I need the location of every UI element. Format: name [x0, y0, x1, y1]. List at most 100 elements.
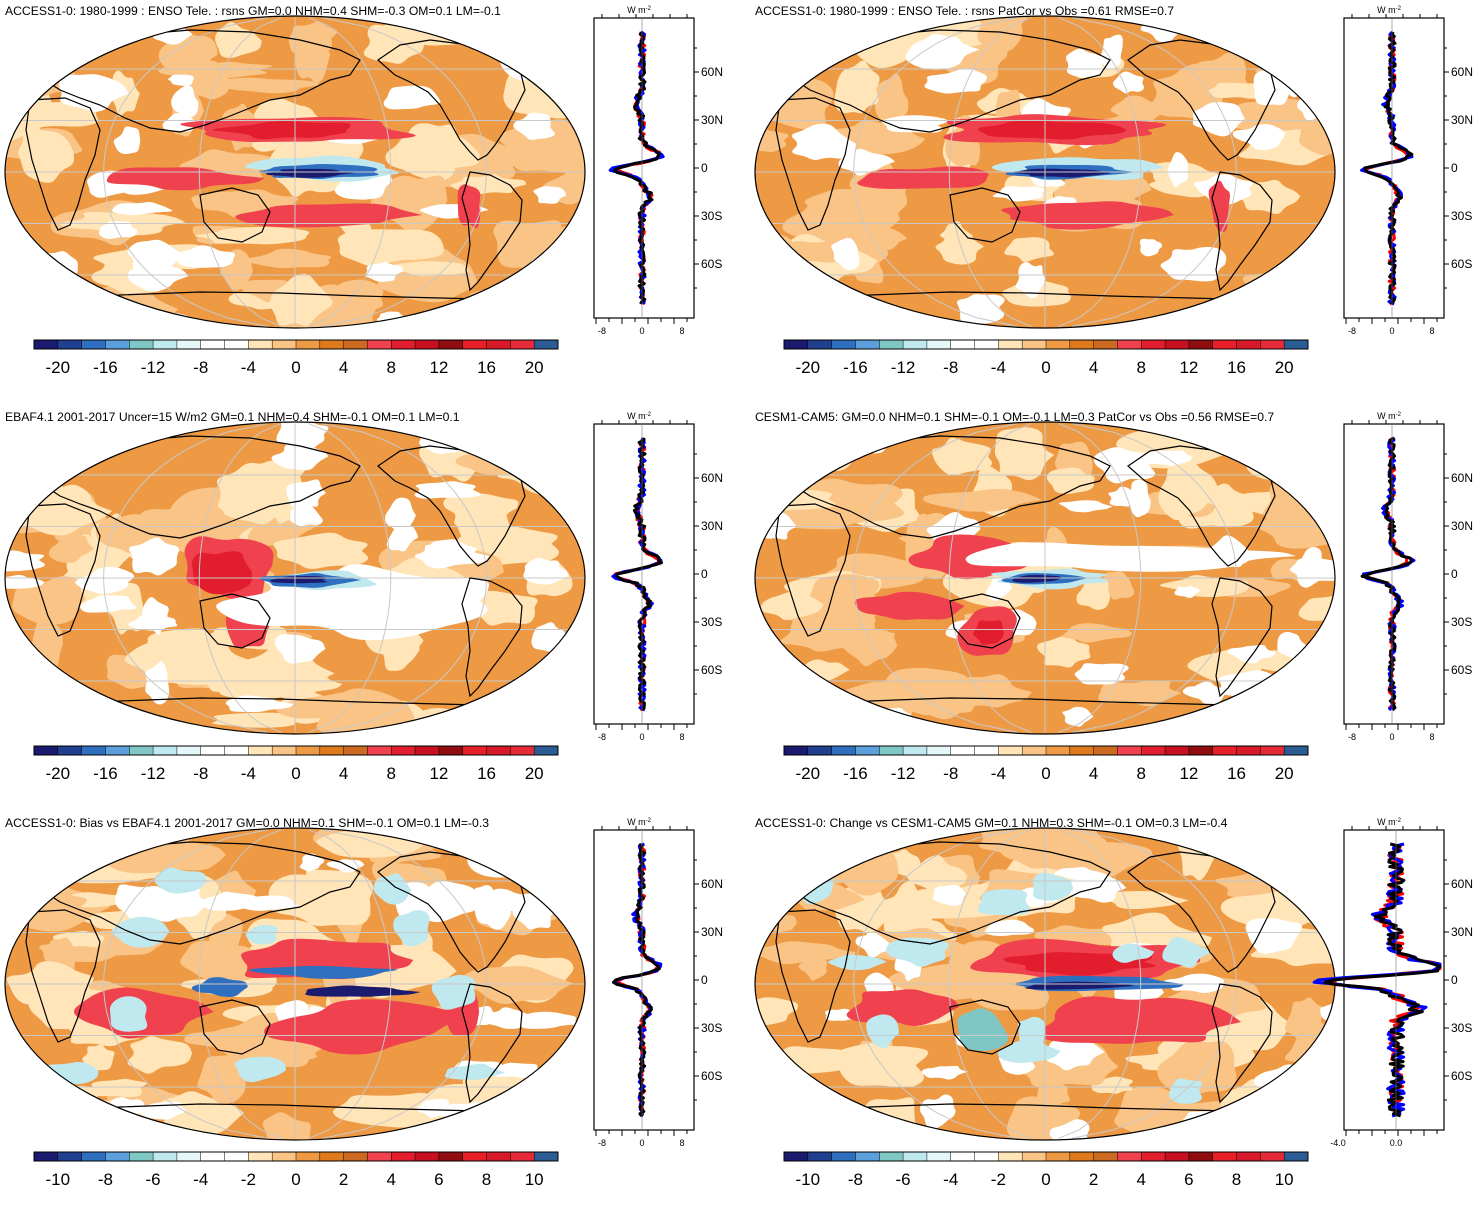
colorbar-tick-label: 0: [291, 764, 300, 783]
colorbar-tick-label: 8: [1232, 1170, 1241, 1189]
lat-label: 30N: [701, 519, 723, 533]
map-panel-p1: ACCESS1-0: 1980-1999 : ENSO Tele. : rsns…: [0, 0, 733, 406]
colorbar-tick-label: -2: [991, 1170, 1006, 1189]
colorbar-tick-label: 0: [1041, 764, 1050, 783]
lat-label: 0: [701, 567, 708, 581]
colorbar-tick-label: 12: [429, 358, 448, 377]
lat-label: 60S: [1451, 663, 1472, 677]
colorbar-tick-label: -8: [848, 1170, 863, 1189]
zonal-x-tick: -8: [1348, 326, 1356, 336]
zonal-unit: W m-2: [627, 817, 651, 827]
colorbar-tick-label: 20: [1275, 358, 1294, 377]
zonal-x-tick: 0: [1389, 326, 1394, 336]
lat-label: 60N: [701, 877, 723, 891]
colorbar: -20 -16 -12 -8 -4 0 4 8 12 16 20: [33, 745, 559, 783]
colorbar-tick-label: -6: [146, 1170, 161, 1189]
colorbar-tick-label: -4: [991, 358, 1006, 377]
colorbar-tick-label: 8: [387, 764, 396, 783]
zonal-x-tick: -4.0: [1330, 1138, 1346, 1148]
zonal-x-tick: 0: [639, 1138, 644, 1148]
zonal-mean-plot: W m-2 60N 30N 0 30S 60S -4.0 0.0: [1312, 817, 1473, 1148]
colorbar-tick-label: -12: [891, 358, 916, 377]
lat-label: 0: [1451, 567, 1458, 581]
lat-label: 30N: [1451, 925, 1473, 939]
colorbar-tick-label: -4: [241, 358, 256, 377]
zonal-x-tick: 8: [1429, 326, 1434, 336]
colorbar-tick-label: -20: [796, 358, 821, 377]
lat-label: 0: [1451, 161, 1458, 175]
zonal-unit: W m-2: [1377, 411, 1401, 421]
map-svg: -20 -16 -12 -8 -4 0 4 8 12 16 20 W m-2 60N 30N 0 30S 60S…: [4, 411, 723, 783]
lat-label: 30S: [1451, 615, 1472, 629]
zonal-x-tick: 8: [679, 732, 684, 742]
panel-title: CESM1-CAM5: GM=0.0 NHM=0.1 SHM=-0.1 OM=-…: [755, 410, 1275, 424]
colorbar-tick-label: -20: [796, 764, 821, 783]
colorbar-tick-label: -6: [896, 1170, 911, 1189]
colorbar-tick-label: -8: [193, 358, 208, 377]
lat-label: 60N: [1451, 471, 1473, 485]
zonal-unit: W m-2: [1377, 817, 1401, 827]
map-svg: -20 -16 -12 -8 -4 0 4 8 12 16 20 W m-2 60N 30N 0 30S 60S…: [754, 411, 1473, 783]
colorbar-tick-label: 4: [1137, 1170, 1146, 1189]
colorbar-tick-label: 4: [387, 1170, 396, 1189]
colorbar-tick-label: -12: [141, 358, 166, 377]
colorbar-tick-label: 8: [1137, 358, 1146, 377]
colorbar-tick-label: -10: [46, 1170, 71, 1189]
zonal-mean-plot: W m-2 60N 30N 0 30S 60S -8 0 8: [1343, 411, 1473, 742]
colorbar-tick-label: -20: [46, 358, 71, 377]
lat-label: 30N: [701, 113, 723, 127]
colorbar-tick-label: -4: [991, 764, 1006, 783]
colorbar: -20 -16 -12 -8 -4 0 4 8 12 16 20: [783, 339, 1309, 377]
colorbar: -10 -8 -6 -4 -2 0 2 4 6 8 10: [33, 1151, 559, 1189]
zonal-x-tick: -8: [598, 326, 606, 336]
map-svg: -10 -8 -6 -4 -2 0 2 4 6 8 10 W m-2 60N 30N 0 30S 60S -4.0…: [754, 817, 1473, 1189]
lat-label: 0: [701, 973, 708, 987]
colorbar-tick-label: 10: [525, 1170, 544, 1189]
colorbar-tick-label: 0: [1041, 1170, 1050, 1189]
colorbar-tick-label: -16: [93, 358, 118, 377]
zonal-mean-plot: W m-2 60N 30N 0 30S 60S -8 0 8: [1343, 5, 1473, 336]
zonal-unit: W m-2: [627, 411, 651, 421]
colorbar-tick-label: -8: [193, 764, 208, 783]
lat-label: 30N: [701, 925, 723, 939]
colorbar-tick-label: -4: [241, 764, 256, 783]
lat-label: 60S: [1451, 1069, 1472, 1083]
colorbar-tick-label: 16: [477, 358, 496, 377]
colorbar-tick-label: -16: [843, 358, 868, 377]
colorbar-tick-label: -12: [891, 764, 916, 783]
lat-label: 60S: [701, 663, 722, 677]
lat-label: 30S: [701, 615, 722, 629]
panel-title: ACCESS1-0: 1980-1999 : ENSO Tele. : rsns…: [5, 4, 501, 18]
map-panel-p4: CESM1-CAM5: GM=0.0 NHM=0.1 SHM=-0.1 OM=-…: [750, 406, 1483, 812]
map-svg: -20 -16 -12 -8 -4 0 4 8 12 16 20 W m-2 60N 30N 0 30S 60S…: [754, 5, 1473, 377]
colorbar-tick-label: -8: [98, 1170, 113, 1189]
colorbar-tick-label: 6: [1184, 1170, 1193, 1189]
colorbar-tick-label: 0: [291, 358, 300, 377]
map-svg: -10 -8 -6 -4 -2 0 2 4 6 8 10 W m-2 60N 30N 0 30S 60S -8 0 8: [4, 817, 723, 1189]
colorbar-tick-label: 0: [291, 1170, 300, 1189]
lat-label: 30S: [701, 209, 722, 223]
colorbar-tick-label: -2: [241, 1170, 256, 1189]
lat-label: 30S: [701, 1021, 722, 1035]
lat-label: 30S: [1451, 1021, 1472, 1035]
colorbar-tick-label: 4: [1089, 764, 1098, 783]
colorbar-tick-label: 8: [1137, 764, 1146, 783]
colorbar-tick-label: 20: [525, 764, 544, 783]
colorbar-tick-label: 20: [1275, 764, 1294, 783]
colorbar-tick-label: 20: [525, 358, 544, 377]
zonal-x-tick: 0.0: [1390, 1138, 1403, 1148]
zonal-mean-plot: W m-2 60N 30N 0 30S 60S -8 0 8: [593, 817, 723, 1148]
lat-label: 60N: [701, 471, 723, 485]
lat-label: 60S: [1451, 257, 1472, 271]
lat-label: 30N: [1451, 113, 1473, 127]
colorbar: -20 -16 -12 -8 -4 0 4 8 12 16 20: [33, 339, 559, 377]
lat-label: 0: [1451, 973, 1458, 987]
colorbar: -20 -16 -12 -8 -4 0 4 8 12 16 20: [783, 745, 1309, 783]
zonal-x-tick: 0: [1389, 732, 1394, 742]
colorbar-tick-label: 12: [1179, 358, 1198, 377]
zonal-x-tick: -8: [598, 732, 606, 742]
colorbar-tick-label: 16: [1227, 764, 1246, 783]
zonal-x-tick: -8: [598, 1138, 606, 1148]
map-panel-p6: ACCESS1-0: Change vs CESM1-CAM5 GM=0.1 N…: [750, 812, 1483, 1218]
lat-label: 30N: [1451, 519, 1473, 533]
